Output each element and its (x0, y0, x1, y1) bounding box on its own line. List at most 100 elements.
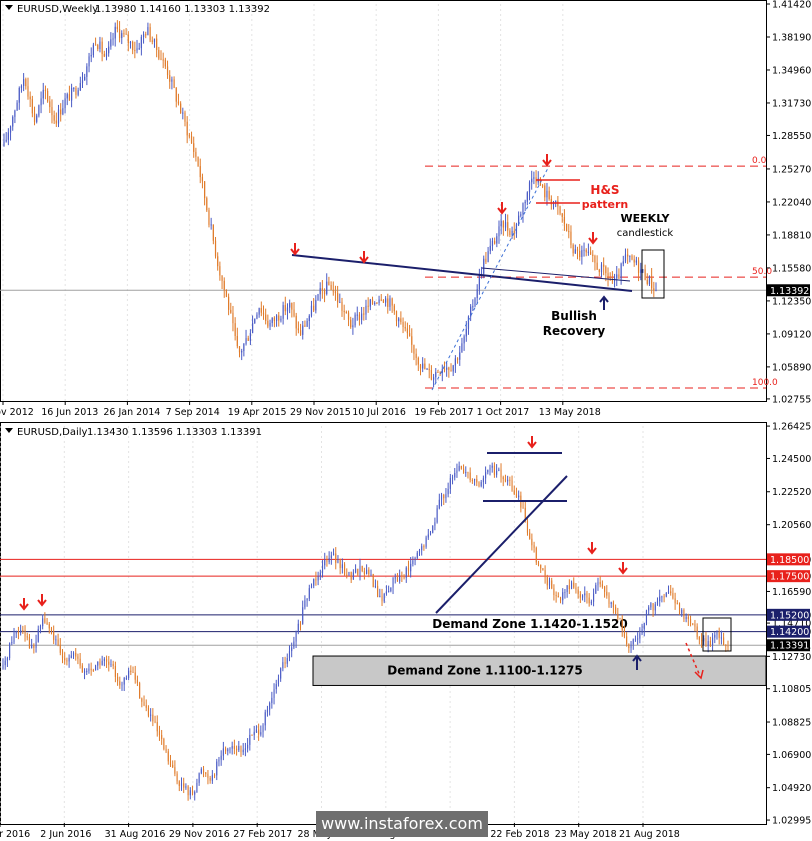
candle-body (328, 557, 330, 563)
candle-body (553, 588, 555, 596)
candle-body (406, 328, 409, 334)
candle-body (371, 299, 374, 305)
daily-ohlc: 1.13430 1.13596 1.13303 1.13391 (87, 427, 262, 438)
candle-body (97, 45, 99, 50)
candle-body (456, 470, 458, 473)
candle-body (68, 657, 70, 662)
level-badge-label: 1.15200 (770, 610, 809, 621)
candle-body (350, 571, 352, 580)
candle-body (337, 293, 339, 303)
candle-body (565, 223, 568, 232)
candle-body (435, 372, 437, 378)
candle-body (622, 261, 624, 264)
candle-body (365, 305, 367, 315)
candle-body (231, 746, 233, 749)
candle-body (121, 33, 123, 39)
candle-body (511, 230, 513, 236)
candle-body (377, 585, 379, 598)
candle-body (698, 636, 700, 640)
y-tick-label: 1.28550 (772, 131, 811, 142)
candle-body (162, 59, 164, 61)
candle-body (227, 749, 229, 752)
candle-body (588, 597, 590, 604)
x-tick-label: 4 Mar 2016 (0, 829, 30, 840)
demand-zone-label: Demand Zone 1.1100-1.1275 (387, 664, 582, 678)
candle-body (570, 582, 573, 589)
candle-body (57, 639, 59, 646)
weekly-collapse-icon[interactable] (5, 5, 13, 10)
candle-body (53, 631, 55, 640)
candle-body (460, 465, 462, 469)
candle-body (156, 721, 158, 732)
candle-body (480, 482, 482, 487)
candle-body (458, 465, 460, 471)
candle-body (432, 525, 434, 533)
candle-body (587, 251, 590, 253)
arrow-down-icon (290, 243, 300, 256)
candle-body (427, 534, 429, 538)
candle-body (88, 668, 90, 671)
level-badge-label: 1.14200 (770, 627, 809, 638)
candle-body (346, 574, 348, 576)
candle-body (106, 658, 108, 662)
candle-body (628, 644, 630, 649)
candle-body (230, 309, 232, 313)
candle-body (408, 333, 411, 337)
candle-body (161, 734, 163, 740)
candle-body (394, 577, 396, 579)
candle-body (138, 48, 140, 50)
y-tick-label: 1.14710 (772, 619, 811, 630)
x-tick-label: 23 May 2018 (555, 829, 617, 840)
candle-body (436, 508, 438, 523)
candle-body (337, 559, 339, 563)
candle-body (141, 698, 143, 702)
weekly-trendline (291, 254, 633, 292)
candle-body (412, 560, 414, 564)
candle-body (324, 559, 326, 566)
candle-body (500, 220, 502, 227)
candle-body (564, 592, 566, 594)
candle-body (95, 665, 97, 671)
candle-body (624, 254, 627, 262)
candle-body (173, 79, 175, 88)
y-tick-label: 1.22520 (772, 487, 811, 498)
candle-body (369, 299, 371, 307)
candle-body (404, 327, 406, 329)
candle-body (160, 58, 162, 60)
candle-body (29, 96, 31, 100)
candle-body (169, 75, 171, 82)
candle-body (50, 628, 53, 632)
weekly-red-arrows (290, 154, 598, 264)
candle-body (344, 564, 346, 575)
candle-body (176, 773, 178, 782)
y-tick-label: 1.22040 (772, 197, 811, 208)
candle-body (361, 313, 363, 321)
candle-body (356, 314, 358, 316)
candle-body (103, 658, 105, 661)
candle-body (105, 53, 108, 57)
daily-collapse-icon[interactable] (5, 428, 13, 433)
candle-body (202, 769, 205, 773)
candle-body (26, 636, 28, 638)
candle-body (343, 310, 345, 313)
y-tick-label: 1.41420 (772, 0, 811, 11)
daily-candle-box (702, 617, 732, 652)
candle-body (429, 532, 432, 535)
daily-price-badge (767, 639, 810, 652)
candle-body (119, 681, 121, 686)
candle-body (594, 255, 596, 263)
candle-body (651, 276, 653, 289)
candle-body (703, 638, 705, 642)
candle-body (228, 296, 230, 310)
x-tick-label: 29 Nov 2016 (169, 829, 230, 840)
candle-body (326, 281, 328, 295)
candle-body (568, 585, 570, 589)
candle-body (201, 177, 204, 182)
candle-body (374, 302, 376, 305)
candle-body (18, 87, 20, 103)
candle-body (44, 618, 46, 623)
candle-body (618, 274, 620, 279)
candle-body (33, 645, 35, 648)
candle-body (321, 288, 323, 291)
candle-body (321, 565, 324, 573)
